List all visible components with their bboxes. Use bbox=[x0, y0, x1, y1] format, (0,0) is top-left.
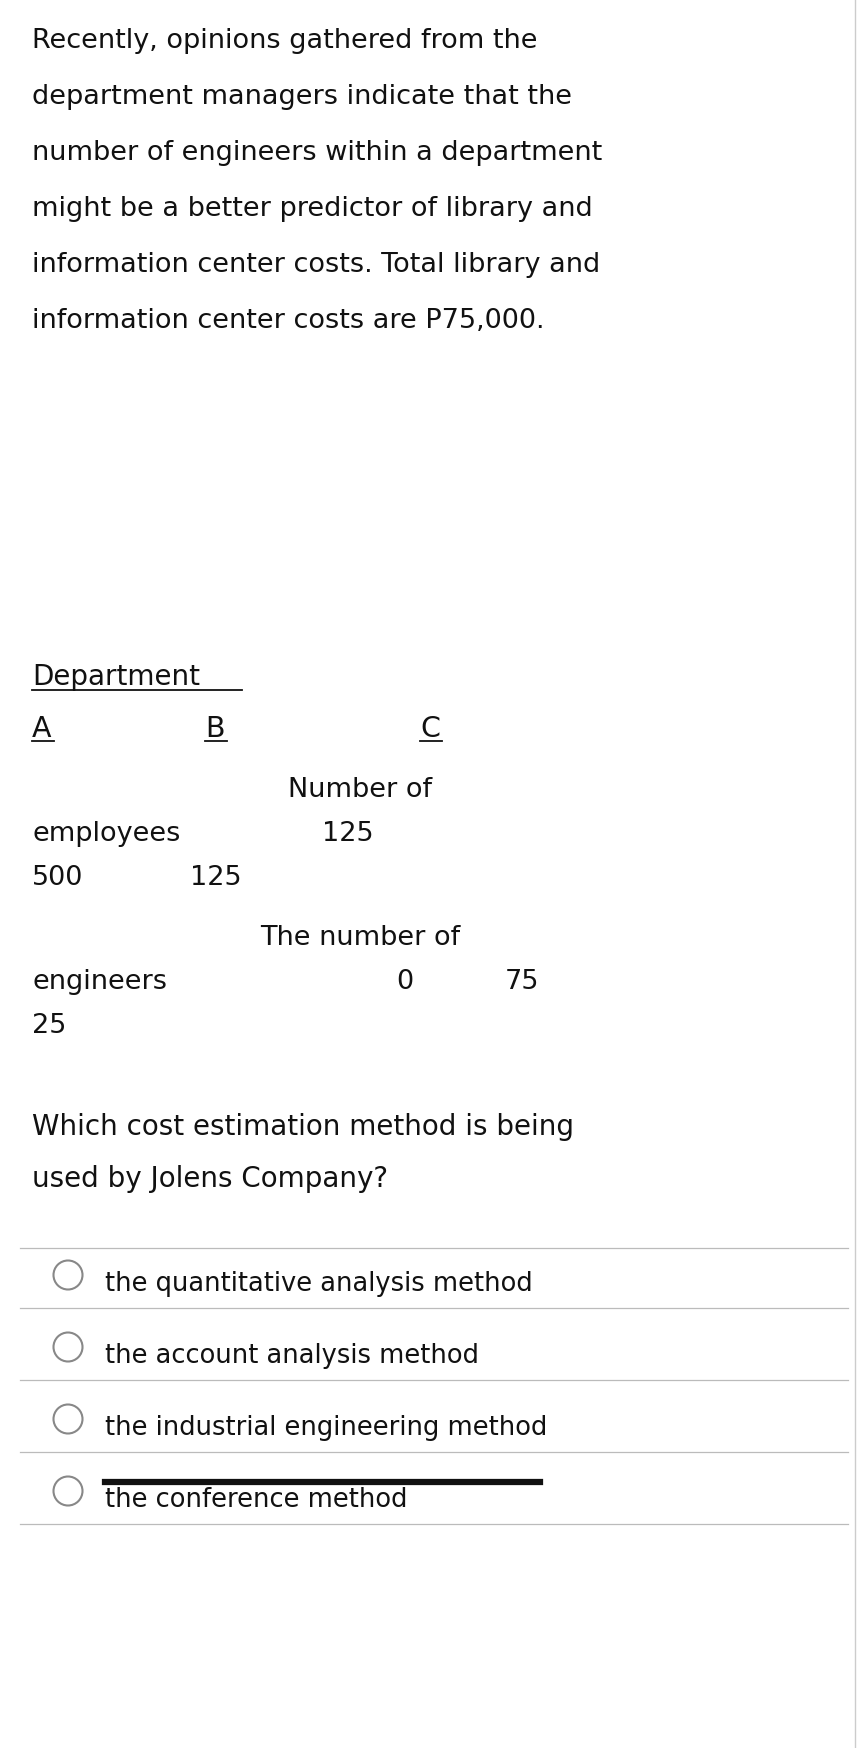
Text: 500: 500 bbox=[32, 865, 83, 891]
Text: 125: 125 bbox=[322, 822, 374, 848]
Text: A: A bbox=[32, 715, 51, 743]
Text: employees: employees bbox=[32, 822, 181, 848]
Text: B: B bbox=[205, 715, 225, 743]
Text: department managers indicate that the: department managers indicate that the bbox=[32, 84, 572, 110]
Text: 125: 125 bbox=[190, 865, 241, 891]
Text: number of engineers within a department: number of engineers within a department bbox=[32, 140, 602, 166]
Text: used by Jolens Company?: used by Jolens Company? bbox=[32, 1164, 388, 1192]
Text: engineers: engineers bbox=[32, 968, 167, 995]
Text: the conference method: the conference method bbox=[105, 1488, 407, 1514]
Text: 75: 75 bbox=[505, 968, 540, 995]
Text: The number of: The number of bbox=[260, 925, 460, 951]
Text: might be a better predictor of library and: might be a better predictor of library a… bbox=[32, 196, 593, 222]
Text: Department: Department bbox=[32, 662, 200, 690]
Text: information center costs. Total library and: information center costs. Total library … bbox=[32, 252, 601, 278]
Text: the quantitative analysis method: the quantitative analysis method bbox=[105, 1271, 533, 1297]
Text: information center costs are P75,000.: information center costs are P75,000. bbox=[32, 308, 544, 334]
Text: 0: 0 bbox=[397, 968, 413, 995]
Text: 25: 25 bbox=[32, 1014, 66, 1038]
Text: Recently, opinions gathered from the: Recently, opinions gathered from the bbox=[32, 28, 537, 54]
Text: C: C bbox=[420, 715, 440, 743]
Text: Number of: Number of bbox=[288, 778, 432, 802]
Text: the industrial engineering method: the industrial engineering method bbox=[105, 1414, 548, 1440]
Text: Which cost estimation method is being: Which cost estimation method is being bbox=[32, 1113, 574, 1141]
Text: the account analysis method: the account analysis method bbox=[105, 1342, 479, 1369]
